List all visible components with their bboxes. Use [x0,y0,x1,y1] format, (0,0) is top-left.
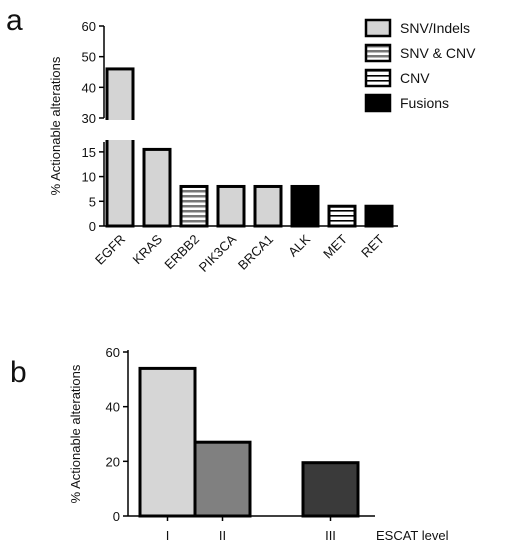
x-tick-label-brca1: BRCA1 [235,232,276,273]
x-tick-label-alk: ALK [285,231,313,259]
x-tick-label-iii: III [325,528,336,543]
legend-swatch-1 [364,43,392,63]
legend-swatch-3 [364,93,392,113]
x-ticks-b: I II III [166,516,336,543]
x-tick-label-erbb2: ERBB2 [161,232,202,273]
x-tick-label-ii: II [219,528,226,543]
y-tick-label-a: 0 [89,219,96,234]
legend-label-2: CNV [400,70,430,86]
panel-label-a: a [6,4,23,37]
x-tick-label-kras: KRAS [129,231,165,267]
axis-break-gap [94,120,138,140]
panel-label-b: b [10,356,27,389]
y-tick-label-b: 40 [106,400,120,415]
x-tick-label-met: MET [320,231,350,261]
y-tick-label-a: 50 [82,50,96,65]
x-axis-label-b: ESCAT level [376,528,449,543]
y-tick-label-b: 20 [106,454,120,469]
y-tick-label-a: 40 [82,80,96,95]
bar-escat-i [138,366,197,518]
y-tick-label-a: 10 [82,170,96,185]
x-tick-label-pik3ca: PIK3CA [196,231,240,275]
bar-met [327,204,357,228]
legend-swatch-0 [364,18,392,38]
y-tick-label-a: 60 [82,19,96,34]
bar-egfr [105,67,135,228]
legend-label-3: Fusions [400,95,449,111]
legend-label-0: SNV/Indels [400,20,470,36]
bar-ret [364,204,394,228]
x-tick-label-egfr: EGFR [92,232,128,268]
legend-a: SNV/Indels SNV & CNV CNV Fusions [364,18,476,113]
x-tick-label-i: I [166,528,170,543]
y-axis-label-b: % Actionable alterations [68,364,83,503]
y-tick-label-a: 15 [82,145,96,160]
bar-alk [290,184,320,228]
y-tick-label-a: 30 [82,111,96,126]
chart-panel-a: a % Actionable alterations EGFR KRASERBB2… [6,4,476,275]
legend-label-1: SNV & CNV [400,45,476,61]
bars-b [138,366,360,518]
bar-kras [142,147,172,228]
y-tick-label-b: 0 [113,509,120,524]
y-tick-label-b: 60 [106,345,120,360]
bar-erbb2 [179,184,209,228]
bar-escat-iii [301,461,360,518]
chart-panel-b: b % Actionable alterations I II III 020406… [10,345,449,543]
x-tick-label-ret: RET [358,231,387,260]
y-axis-label-a: % Actionable alterations [48,56,63,195]
bars-a [94,67,394,228]
y-tick-label-a: 5 [89,194,96,209]
bar-pik3ca [216,184,246,228]
y-ticks-b: 0 20 40 60 [106,345,128,524]
y-ticks-a: 30 40 50 60 0 5 10 15 [82,19,104,234]
legend-swatch-2 [364,68,392,88]
bar-brca1 [253,184,283,228]
bar-escat-ii [193,440,252,518]
